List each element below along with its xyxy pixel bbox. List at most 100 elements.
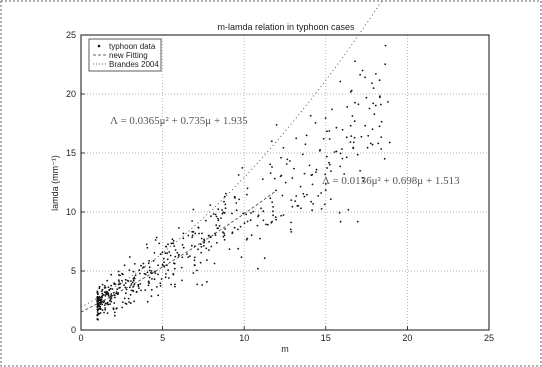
scatter-point — [100, 295, 103, 298]
scatter-point — [210, 245, 213, 248]
scatter-point — [372, 102, 375, 105]
scatter-point — [172, 240, 175, 242]
scatter-point — [109, 298, 112, 301]
scatter-point — [167, 277, 170, 279]
scatter-point — [193, 264, 196, 267]
scatter-point — [346, 106, 349, 108]
scatter-point — [206, 259, 208, 261]
scatter-point — [270, 140, 273, 143]
scatter-point — [223, 195, 226, 198]
scatter-point — [203, 241, 205, 244]
scatter-point — [324, 117, 327, 119]
scatter-point — [270, 221, 273, 224]
scatter-point — [365, 96, 368, 99]
scatter-point — [224, 228, 227, 230]
scatter-point — [379, 96, 381, 99]
scatter-point — [303, 195, 306, 198]
scatter-point — [274, 216, 277, 219]
scatter-point — [167, 269, 170, 272]
scatter-point — [180, 266, 183, 269]
scatter-point — [104, 308, 107, 311]
scatter-point — [140, 289, 142, 292]
scatter-point — [282, 214, 285, 216]
scatter-point — [222, 235, 225, 238]
scatter-point — [350, 135, 353, 138]
scatter-point — [339, 165, 342, 168]
scatter-point — [293, 167, 295, 170]
scatter-point — [187, 234, 190, 237]
x-tick-label: 25 — [484, 333, 494, 343]
scatter-point — [157, 294, 160, 297]
scatter-point — [142, 262, 145, 265]
scatter-point — [265, 223, 267, 226]
scatter-point — [339, 152, 342, 155]
scatter-point — [275, 189, 277, 192]
scatter-point — [161, 264, 164, 267]
scatter-point — [103, 304, 106, 306]
scatter-point — [147, 262, 150, 264]
scatter-point — [269, 197, 272, 200]
scatter-point — [113, 311, 116, 314]
scatter-point — [186, 253, 188, 255]
scatter-point — [302, 192, 305, 195]
scatter-point — [156, 286, 158, 288]
scatter-point — [173, 245, 176, 248]
scatter-point — [271, 166, 273, 168]
scatter-point — [325, 155, 328, 158]
scatter-point — [146, 246, 149, 249]
scatter-point — [387, 101, 389, 103]
scatter-point — [152, 259, 155, 262]
scatter-point — [196, 283, 199, 286]
scatter-point — [249, 219, 252, 222]
scatter-point — [328, 163, 331, 166]
scatter-point — [200, 243, 202, 246]
scatter-point — [223, 200, 225, 203]
scatter-point — [172, 273, 175, 275]
scatter-point — [257, 214, 260, 217]
scatter-point — [214, 213, 217, 216]
scatter-point — [132, 279, 135, 282]
scatter-point — [171, 238, 174, 241]
scatter-point — [213, 262, 216, 265]
scatter-point — [191, 234, 194, 237]
scatter-point — [166, 252, 169, 255]
scatter-point — [233, 226, 236, 229]
scatter-point — [110, 284, 113, 287]
scatter-point — [117, 292, 120, 295]
scatter-point — [329, 198, 332, 201]
grid — [81, 35, 489, 330]
scatter-point — [231, 232, 234, 235]
scatter-point — [148, 269, 151, 272]
scatter-point — [380, 148, 383, 150]
scatter-point — [173, 262, 176, 265]
scatter-point — [228, 248, 231, 251]
scatter-point — [215, 224, 218, 227]
scatter-point — [259, 237, 261, 240]
scatter-point — [224, 207, 227, 210]
scatter-point — [343, 173, 346, 175]
scatter-point — [159, 282, 162, 285]
scatter-point — [366, 146, 369, 149]
scatter-point — [128, 286, 131, 289]
scatter-point — [203, 238, 206, 241]
scatter-point — [353, 120, 356, 123]
scatter-point — [109, 287, 112, 290]
scatter-point — [169, 254, 172, 257]
scatter-point — [324, 173, 327, 176]
scatter-point — [377, 142, 380, 145]
scatter-point — [153, 252, 156, 254]
scatter-point — [357, 103, 360, 106]
scatter-point — [347, 208, 350, 211]
scatter-point — [129, 293, 132, 296]
scatter-point — [202, 245, 205, 247]
scatter-point — [118, 283, 121, 285]
scatter-point — [130, 283, 133, 285]
scatter-point — [354, 101, 356, 104]
x-tick-label: 15 — [321, 333, 331, 343]
scatter-point — [132, 285, 135, 288]
scatter-point — [291, 177, 294, 180]
scatter-point — [164, 252, 167, 255]
scatter-point — [166, 258, 169, 261]
scatter-point — [380, 136, 383, 139]
scatter-point — [271, 201, 274, 204]
